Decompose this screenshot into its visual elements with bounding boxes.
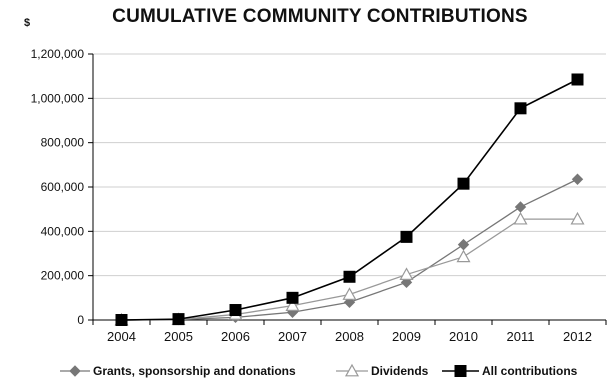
legend-marker-dividends: [344, 363, 360, 377]
chart-title: CUMULATIVE COMMUNITY CONTRIBUTIONS: [112, 6, 528, 27]
y-tick-label: 0: [77, 313, 84, 327]
x-tick-label: 2008: [335, 329, 364, 344]
data-point-all-contributions: [286, 291, 299, 304]
legend-label-dividends: Dividends: [371, 364, 429, 378]
data-point-all-contributions: [457, 177, 470, 190]
data-point-dividends: [285, 298, 300, 311]
x-tick-label: 2009: [392, 329, 421, 344]
y-tick-label: 200,000: [41, 269, 85, 283]
data-point-all-contributions: [172, 313, 185, 326]
y-tick-label: 1,200,000: [31, 47, 85, 61]
legend-label-grants: Grants, sponsorship and donations: [93, 364, 296, 378]
x-tick-label: 2004: [107, 329, 136, 344]
data-point-all-contributions: [514, 102, 527, 115]
legend-label-all-contributions: All contributions: [482, 364, 578, 378]
data-point-all-contributions: [229, 304, 242, 317]
y-tick-label: 800,000: [41, 136, 85, 150]
y-tick-label: 400,000: [41, 224, 85, 238]
data-point-grants: [514, 201, 527, 213]
data-point-dividends: [456, 249, 471, 263]
data-point-dividends: [513, 211, 528, 225]
data-point-dividends: [570, 211, 585, 225]
y-axis-unit-label: $: [24, 17, 31, 29]
y-tick-label: 600,000: [41, 180, 85, 194]
x-tick-label: 2012: [563, 329, 592, 344]
data-point-grants: [457, 238, 470, 251]
data-point-dividends: [342, 287, 357, 300]
legend-marker-grants: [69, 365, 81, 377]
series-line-all-contributions: [121, 78, 578, 321]
x-tick-label: 2010: [449, 329, 478, 344]
x-tick-label: 2005: [164, 329, 193, 344]
y-tick-label: 1,000,000: [31, 91, 85, 105]
data-point-all-contributions: [571, 73, 584, 86]
data-point-all-contributions: [115, 314, 128, 326]
data-point-all-contributions: [400, 230, 413, 243]
data-point-all-contributions: [343, 270, 356, 283]
data-point-dividends: [399, 267, 414, 280]
data-point-grants: [571, 173, 584, 185]
x-tick-label: 2011: [507, 329, 535, 344]
x-tick-label: 2007: [278, 329, 307, 344]
x-tick-label: 2006: [221, 329, 250, 344]
legend-marker-all-contributions: [454, 365, 467, 377]
